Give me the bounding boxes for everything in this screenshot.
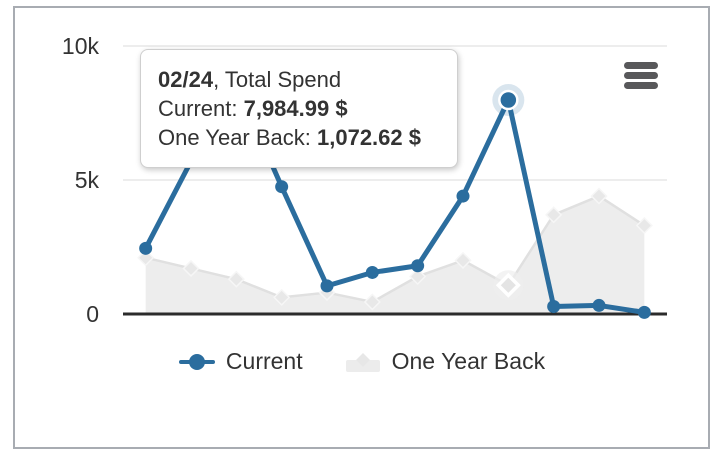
legend-item-current[interactable]: Current bbox=[178, 348, 303, 375]
point-current[interactable] bbox=[637, 305, 651, 319]
area-edge-one-year-back bbox=[145, 194, 646, 304]
tooltip-back-value: 1,072.62 $ bbox=[317, 125, 421, 150]
chart-tooltip: 02/24, Total Spend Current: 7,984.99 $ O… bbox=[140, 49, 458, 168]
hamburger-icon bbox=[624, 62, 658, 89]
point-one-year-back[interactable] bbox=[273, 288, 291, 306]
point-current[interactable] bbox=[411, 259, 425, 273]
point-one-year-back[interactable] bbox=[590, 187, 608, 205]
point-current[interactable] bbox=[365, 265, 379, 279]
point-current[interactable] bbox=[456, 189, 470, 203]
tooltip-current-row: Current: 7,984.99 $ bbox=[158, 94, 440, 123]
point-current[interactable] bbox=[139, 241, 153, 255]
tooltip-one-year-back-row: One Year Back: 1,072.62 $ bbox=[158, 123, 440, 152]
y-axis-label: 0 bbox=[86, 301, 99, 327]
gridlines: 0 5k 10k bbox=[62, 33, 667, 327]
point-one-year-back[interactable] bbox=[545, 206, 563, 224]
one-year-back-area-marker-icon bbox=[345, 352, 380, 372]
tooltip-back-label: One Year Back: bbox=[158, 125, 317, 150]
tooltip-date: 02/24 bbox=[158, 67, 214, 92]
y-axis-label: 10k bbox=[62, 33, 100, 59]
point-one-year-back[interactable] bbox=[227, 270, 245, 288]
tooltip-title: , Total Spend bbox=[213, 67, 342, 92]
series-one-year-back bbox=[137, 187, 653, 314]
point-current[interactable] bbox=[592, 298, 606, 312]
current-line-marker-icon bbox=[178, 353, 215, 370]
legend-label-one-year-back: One Year Back bbox=[391, 348, 546, 374]
tooltip-header: 02/24, Total Spend bbox=[158, 65, 440, 94]
legend-item-one-year-back[interactable]: One Year Back bbox=[345, 348, 545, 375]
point-one-year-back[interactable] bbox=[182, 259, 200, 278]
area-fill-one-year-back bbox=[145, 196, 645, 314]
point-one-year-back[interactable] bbox=[363, 293, 381, 311]
y-axis-label: 5k bbox=[75, 167, 100, 193]
point-one-year-back[interactable] bbox=[454, 251, 472, 269]
point-current-hovered[interactable] bbox=[498, 89, 519, 111]
point-current[interactable] bbox=[547, 299, 561, 313]
legend-label-current: Current bbox=[225, 348, 303, 374]
chart-legend: Current One Year Back bbox=[0, 348, 724, 375]
tooltip-current-value: 7,984.99 $ bbox=[243, 96, 348, 121]
point-current[interactable] bbox=[275, 180, 289, 194]
chart-context-menu-button[interactable] bbox=[622, 60, 660, 91]
tooltip-current-label: Current: bbox=[158, 96, 244, 121]
point-current[interactable] bbox=[320, 279, 334, 293]
point-one-year-back[interactable] bbox=[635, 216, 653, 235]
point-one-year-back-hovered[interactable] bbox=[495, 272, 521, 298]
